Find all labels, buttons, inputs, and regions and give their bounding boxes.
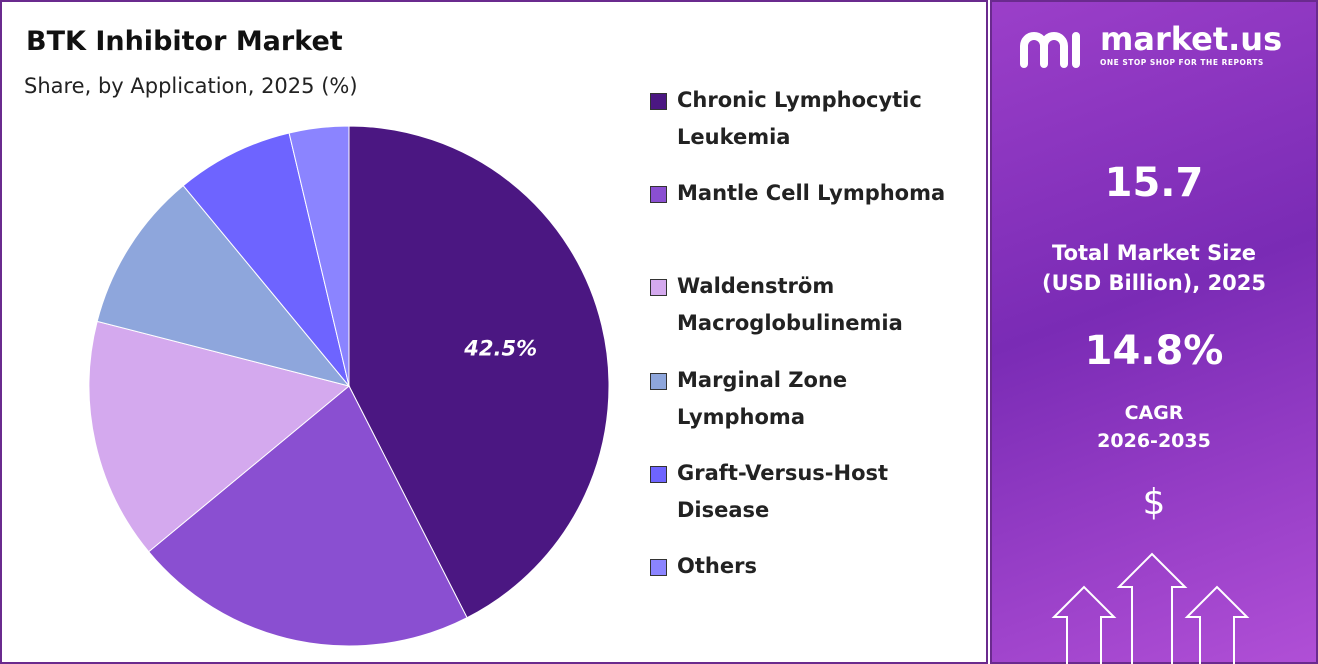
cagr-label: CAGR <box>1124 402 1184 424</box>
cagr-period: 2026-2035 <box>1097 430 1211 452</box>
chart-panel: BTK Inhibitor Market Share, by Applicati… <box>0 0 988 664</box>
legend-swatch <box>650 466 667 483</box>
legend-item: Mantle Cell Lymphoma <box>650 175 980 212</box>
legend-swatch <box>650 559 667 576</box>
pie-slice <box>96 184 351 387</box>
tagline: ONE STOP SHOP FOR THE REPORTS <box>1100 58 1264 67</box>
legend-label: Mantle Cell Lymphoma <box>677 181 946 205</box>
pie-slice <box>182 132 350 387</box>
legend-swatch <box>650 186 667 203</box>
legend-label: Chronic Lymphocytic Leukemia <box>677 88 922 149</box>
legend-item: Waldenström Macroglobulinemia <box>650 268 980 342</box>
pie-slice <box>348 125 610 619</box>
market-size-label: Total Market Size (USD Billion), 2025 <box>1041 241 1267 295</box>
market-size: 15.7 <box>1104 160 1204 206</box>
cagr: 14.8% <box>1084 328 1224 374</box>
growth-arrows <box>1051 552 1250 664</box>
pie-slice <box>88 320 351 553</box>
legend-swatch <box>650 93 667 110</box>
legend-label: Others <box>677 554 757 578</box>
chart-title: BTK Inhibitor Market <box>26 26 343 57</box>
summary-panel: market.us ONE STOP SHOP FOR THE REPORTS … <box>990 0 1318 664</box>
logo-icon <box>1020 32 1080 68</box>
pie-slice <box>288 125 350 387</box>
legend-label: Waldenström Macroglobulinemia <box>677 274 903 335</box>
legend-item: Marginal Zone Lymphoma <box>650 362 980 436</box>
legend-swatch <box>650 279 667 296</box>
legend-swatch <box>650 373 667 390</box>
legend-label: Marginal Zone Lymphoma <box>677 368 848 429</box>
legend-item: Others <box>650 548 980 585</box>
pie-chart: 42.5% <box>88 125 610 647</box>
data-label: 42.5% <box>463 337 537 361</box>
legend-label: Graft-Versus-Host Disease <box>677 461 889 522</box>
chart-subtitle: Share, by Application, 2025 (%) <box>24 74 358 98</box>
legend-item: Graft-Versus-Host Disease <box>650 455 980 529</box>
currency-icon: $ <box>1142 482 1166 523</box>
pie-slice <box>147 385 468 647</box>
legend-item: Chronic Lymphocytic Leukemia <box>650 82 980 156</box>
brand: market.us <box>1100 20 1283 58</box>
